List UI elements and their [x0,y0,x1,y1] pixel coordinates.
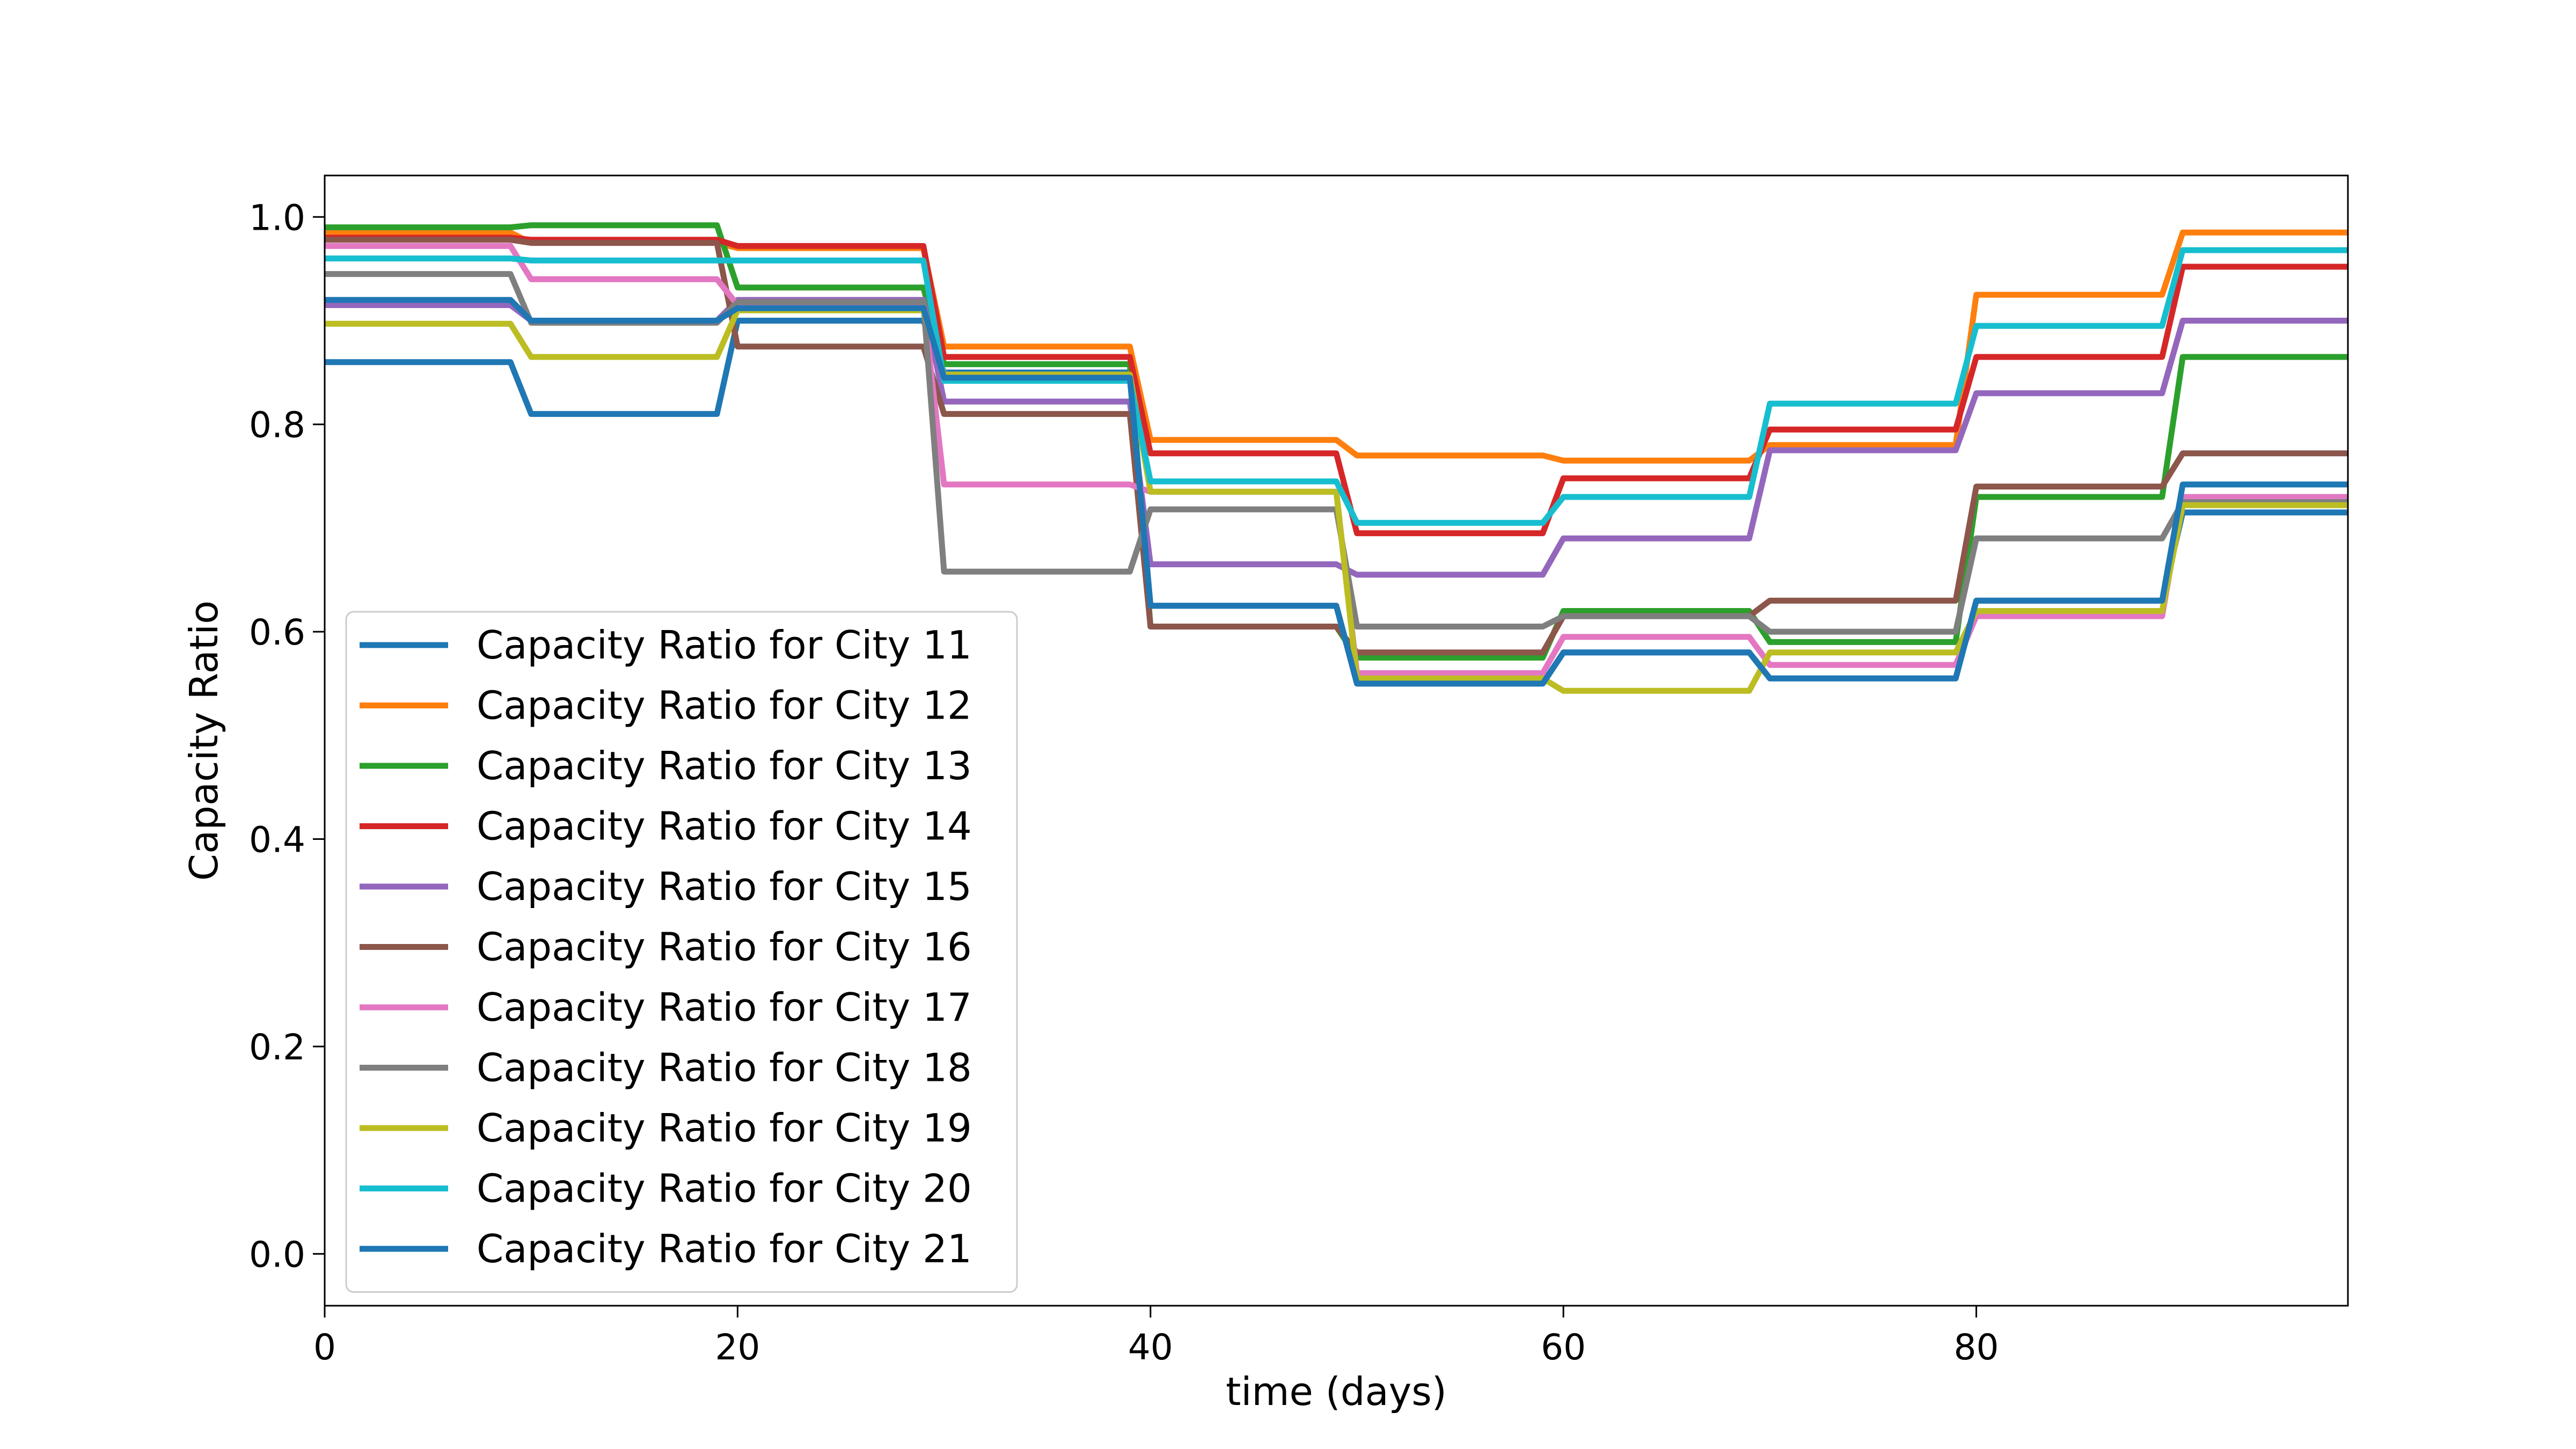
legend-entry-label: Capacity Ratio for City 12 [477,683,972,728]
x-tick-label: 80 [1954,1327,1999,1368]
y-axis-label: Capacity Ratio [181,601,226,881]
legend-entry-label: Capacity Ratio for City 16 [477,925,972,970]
legend-entry-label: Capacity Ratio for City 14 [477,804,972,849]
y-tick-label: 1.0 [249,197,305,238]
plot-frame [324,174,2349,1307]
legend-entry-label: Capacity Ratio for City 13 [477,743,972,788]
y-tick-label: 0.2 [249,1027,305,1068]
y-tick-label: 0.4 [249,819,305,861]
y-tick-label: 0.8 [249,405,305,446]
x-tick-label: 60 [1541,1327,1586,1368]
series-line-4 [325,235,2348,537]
legend-entry-label: Capacity Ratio for City 19 [477,1106,972,1151]
legend-entry-label: Capacity Ratio for City 20 [477,1166,972,1211]
plot-area [325,222,2348,694]
x-tick-label: 0 [313,1327,336,1368]
legend-entry-label: Capacity Ratio for City 18 [477,1045,972,1091]
legend-entry-label: Capacity Ratio for City 21 [477,1226,972,1271]
x-tick-label: 40 [1128,1327,1173,1368]
y-tick-label: 0.6 [249,612,305,653]
series-line-11 [325,297,2348,687]
legend: Capacity Ratio for City 11 Capacity Ratio… [345,611,1018,1293]
legend-entry-label: Capacity Ratio for City 11 [477,623,972,668]
series-line-10 [325,247,2348,526]
axes: 0 20 40 60 80 0.0 0.2 0.4 0.6 0.8 1.0 [249,174,2349,1368]
legend-entry-label: Capacity Ratio for City 17 [477,985,972,1030]
legend-entry-label: Capacity Ratio for City 15 [477,864,972,909]
y-tick-label: 0.0 [249,1234,305,1275]
x-axis-label: time (days) [1226,1369,1447,1414]
x-tick-label: 20 [715,1327,760,1368]
legend-frame [345,611,1018,1293]
